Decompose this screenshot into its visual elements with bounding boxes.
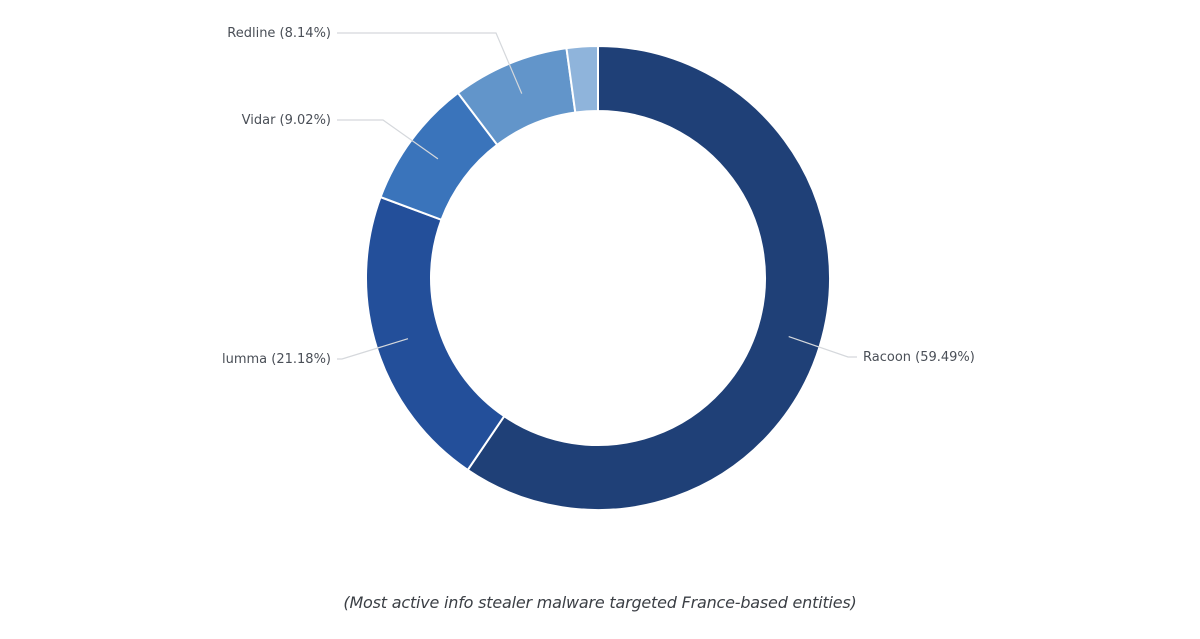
leader-line-4 xyxy=(337,32,523,94)
slice-labels: Racoon (59.49%) lumma (21.18%) Vidar (9.02… xyxy=(222,26,975,367)
chart-caption: (Most active info stealer malware target… xyxy=(343,593,857,612)
label-leader-lines xyxy=(337,32,857,360)
donut-chart: Racoon (59.49%) lumma (21.18%) Vidar (9.02… xyxy=(222,26,975,511)
slice-label-4: Redline (8.14%) xyxy=(227,26,331,41)
donut-slice-2 xyxy=(365,195,506,472)
donut-slice-1 xyxy=(466,44,831,511)
slice-label-2: lumma (21.18%) xyxy=(222,352,331,367)
donut-slice-5 xyxy=(565,44,599,114)
donut-slices xyxy=(365,44,831,511)
slice-label-1: Racoon (59.49%) xyxy=(863,350,975,365)
leader-line-1 xyxy=(788,336,857,358)
leader-line-2 xyxy=(337,338,409,360)
slice-label-3: Vidar (9.02%) xyxy=(242,113,331,128)
leader-line-3 xyxy=(337,119,439,160)
